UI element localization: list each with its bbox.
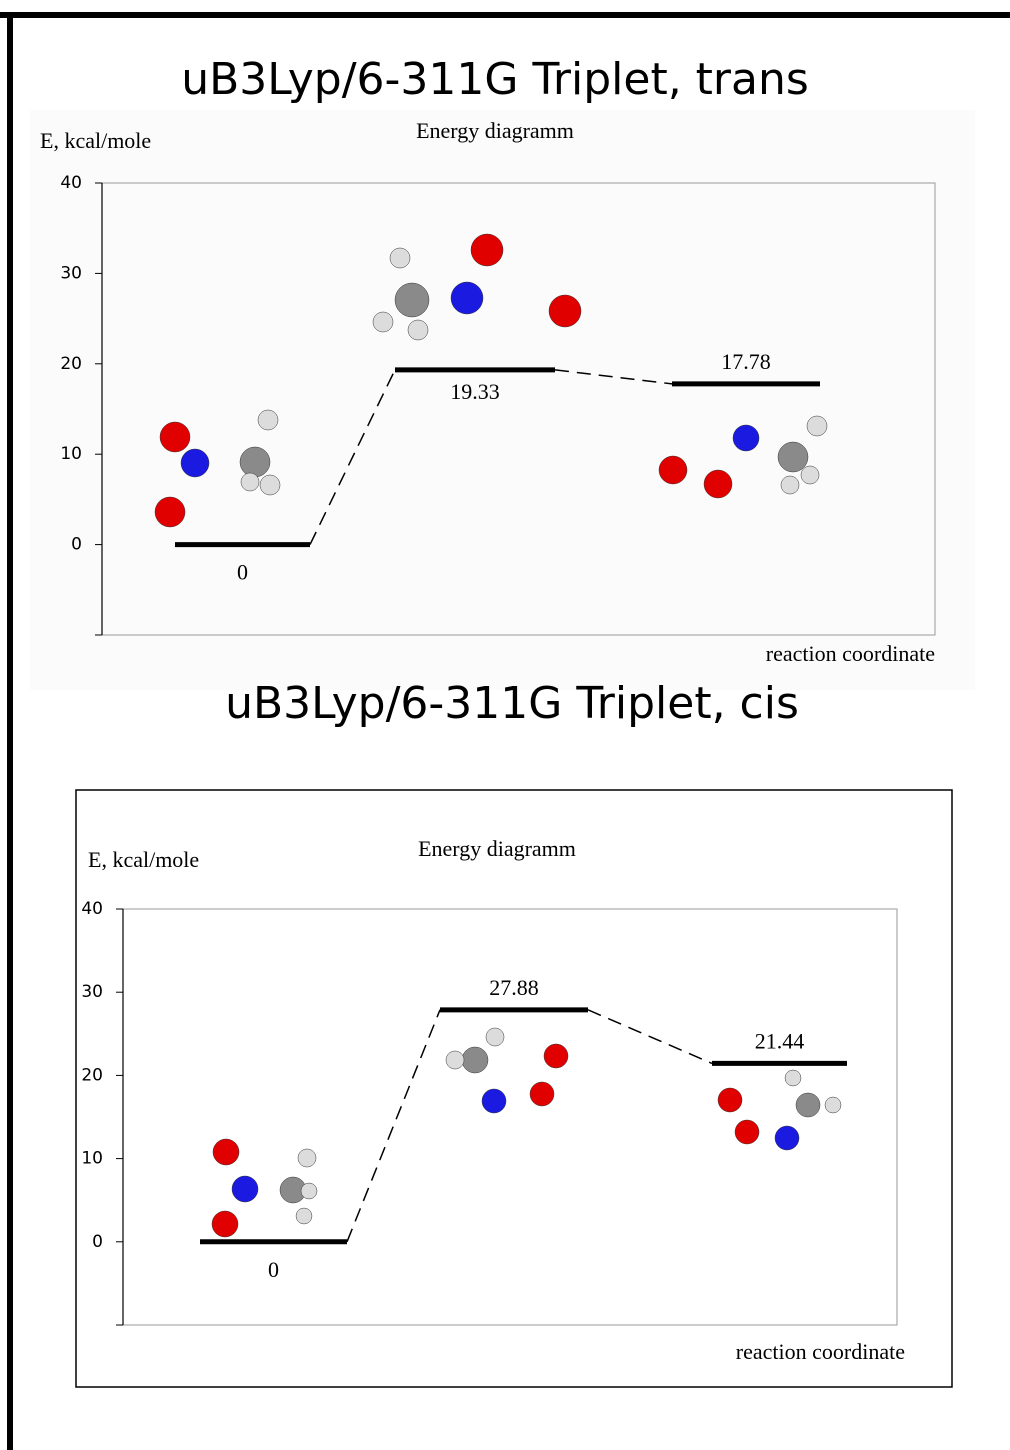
- y-tick-label: 20: [60, 354, 82, 374]
- connector: [347, 1010, 440, 1242]
- atom: [451, 282, 483, 314]
- atom: [659, 456, 687, 484]
- value-label: 21.44: [755, 1028, 805, 1053]
- chart-title: uB3Lyp/6-311G Triplet, trans: [181, 54, 809, 105]
- chart-frame: [76, 790, 952, 1387]
- value-label: 0: [268, 1257, 279, 1282]
- atom: [544, 1044, 568, 1068]
- y-axis-label: E, kcal/mole: [88, 847, 199, 872]
- y-tick-label: 10: [81, 1149, 103, 1169]
- atom: [735, 1120, 759, 1144]
- y-axis-label: E, kcal/mole: [40, 128, 151, 153]
- atom: [160, 422, 190, 452]
- atom: [298, 1149, 316, 1167]
- chart-subtitle: Energy diagramm: [418, 836, 576, 861]
- atom: [446, 1051, 464, 1069]
- x-axis-label: reaction coordinate: [736, 1339, 905, 1364]
- atom: [301, 1183, 317, 1199]
- atom: [486, 1028, 504, 1046]
- atom: [462, 1047, 488, 1073]
- atom: [733, 425, 759, 451]
- page: uB3Lyp/6-311G Triplet, trans Energy diagr…: [0, 0, 1010, 1450]
- atom: [785, 1070, 801, 1086]
- atom: [212, 1211, 238, 1237]
- value-label: 27.88: [489, 975, 539, 1000]
- atom: [260, 475, 280, 495]
- atom: [408, 320, 428, 340]
- atom: [775, 1126, 799, 1150]
- atom: [530, 1082, 554, 1106]
- value-label: 19.33: [450, 379, 500, 404]
- value-label: 17.78: [721, 349, 771, 374]
- atom: [258, 410, 278, 430]
- y-tick-label: 30: [81, 982, 103, 1002]
- atom: [781, 476, 799, 494]
- chart-title: uB3Lyp/6-311G Triplet, cis: [225, 678, 799, 729]
- atom: [482, 1089, 506, 1113]
- atom: [181, 449, 209, 477]
- y-tick-label: 0: [71, 535, 82, 555]
- atom: [801, 466, 819, 484]
- atom: [796, 1093, 820, 1117]
- atom: [825, 1097, 841, 1113]
- atom: [778, 442, 808, 472]
- atom: [296, 1208, 312, 1224]
- atom: [395, 283, 429, 317]
- value-label: 0: [237, 560, 248, 585]
- x-axis-label: reaction coordinate: [766, 641, 935, 666]
- atom: [718, 1088, 742, 1112]
- y-tick-label: 20: [81, 1065, 103, 1085]
- atom: [549, 295, 581, 327]
- y-tick-label: 40: [81, 899, 103, 919]
- atom: [471, 234, 503, 266]
- chart-subtitle: Energy diagramm: [416, 118, 574, 143]
- atom: [373, 312, 393, 332]
- atom: [155, 497, 185, 527]
- y-tick-label: 30: [60, 263, 82, 283]
- atom: [704, 470, 732, 498]
- atom: [213, 1139, 239, 1165]
- y-tick-label: 0: [92, 1232, 103, 1252]
- connector: [588, 1010, 712, 1064]
- atom: [807, 416, 827, 436]
- y-tick-label: 40: [60, 173, 82, 193]
- atom: [241, 473, 259, 491]
- y-tick-label: 10: [60, 444, 82, 464]
- atom: [240, 447, 270, 477]
- chart-background: [30, 110, 975, 690]
- plot-area: [123, 909, 897, 1325]
- atom: [232, 1176, 258, 1202]
- atom: [390, 248, 410, 268]
